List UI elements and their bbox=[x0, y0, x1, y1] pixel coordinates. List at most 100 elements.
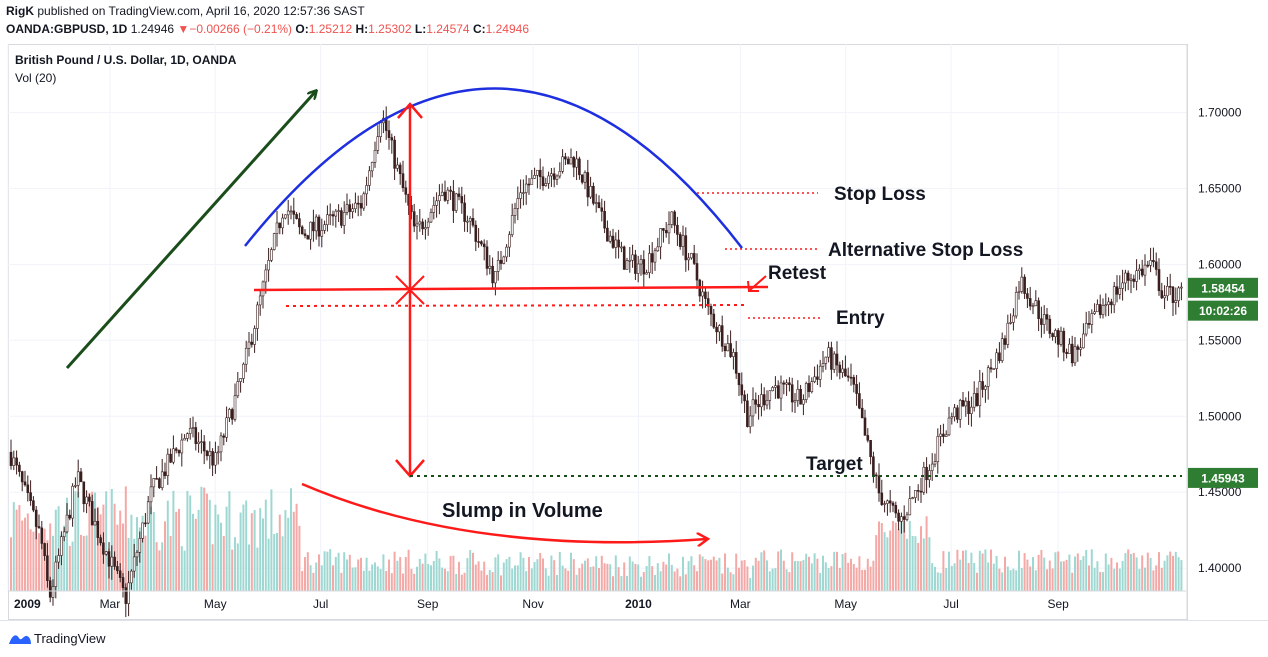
candle-body bbox=[278, 222, 282, 229]
candle-body bbox=[1017, 291, 1021, 293]
candle-body bbox=[1101, 305, 1105, 315]
volume-bar bbox=[866, 558, 869, 591]
volume-bar bbox=[1180, 560, 1183, 591]
candle-body bbox=[90, 501, 94, 526]
publish-info: RigK published on TradingView.com, April… bbox=[6, 4, 365, 18]
y-tick-label: 1.55000 bbox=[1198, 333, 1242, 347]
volume-bar bbox=[253, 510, 256, 591]
volume-bar bbox=[956, 549, 959, 591]
candle-body bbox=[1163, 295, 1166, 299]
volume-bar bbox=[130, 514, 133, 591]
candle-body bbox=[1045, 314, 1049, 320]
candle-body bbox=[746, 400, 749, 428]
candle-body bbox=[20, 471, 24, 483]
volume-bar bbox=[416, 566, 418, 591]
candle-body bbox=[681, 235, 685, 247]
candle-body bbox=[998, 352, 1001, 361]
candle-body bbox=[480, 241, 483, 245]
volume-bar bbox=[598, 568, 600, 591]
volume-bar bbox=[40, 538, 43, 591]
candle-body bbox=[163, 471, 167, 477]
volume-bar bbox=[385, 571, 388, 591]
volume-bar bbox=[376, 566, 379, 591]
volume-bar bbox=[651, 566, 654, 591]
volume-bar bbox=[542, 558, 544, 591]
author-name[interactable]: RigK bbox=[6, 4, 34, 18]
candle-body bbox=[1040, 318, 1043, 325]
volume-bar bbox=[236, 543, 239, 591]
ohlc-legend: OANDA:GBPUSD, 1D 1.24946 ▼−0.00266 (−0.2… bbox=[6, 22, 529, 36]
candle-body bbox=[107, 551, 111, 567]
candle-body bbox=[617, 239, 620, 248]
volume-bar bbox=[374, 562, 376, 591]
candle-body bbox=[667, 224, 671, 234]
candle-body bbox=[359, 203, 363, 209]
candle-body bbox=[760, 394, 763, 408]
retest-label: Retest bbox=[768, 263, 827, 284]
candle-body bbox=[454, 193, 458, 211]
volume-bar bbox=[175, 511, 178, 591]
volume-bar bbox=[410, 568, 413, 591]
candle-body bbox=[684, 235, 688, 261]
volume-bar bbox=[516, 565, 519, 591]
candle-body bbox=[757, 404, 760, 408]
pane-title: British Pound / U.S. Dollar, 1D, OANDA bbox=[15, 53, 237, 67]
volume-bar bbox=[222, 535, 225, 591]
volume-bar bbox=[788, 572, 791, 591]
volume-bar bbox=[360, 557, 362, 591]
volume-bar bbox=[169, 536, 172, 591]
candle-body bbox=[368, 170, 371, 186]
volume-bar bbox=[368, 570, 371, 591]
volume-bar bbox=[152, 511, 155, 591]
volume-bar bbox=[1088, 565, 1090, 591]
volume-bar bbox=[802, 560, 805, 591]
volume-bar bbox=[869, 566, 872, 591]
volume-bar bbox=[38, 533, 40, 591]
volume-bar bbox=[192, 513, 194, 591]
candle-body bbox=[835, 353, 839, 366]
volume-bar bbox=[365, 557, 368, 591]
volume-bar bbox=[766, 560, 768, 591]
candle-body bbox=[740, 384, 744, 396]
candle-body bbox=[99, 537, 102, 544]
candle-body bbox=[608, 235, 612, 242]
volume-bar bbox=[1110, 557, 1113, 591]
candle-body bbox=[1166, 285, 1169, 297]
annotations: Stop Loss Alternative Stop Loss Retest E… bbox=[65, 87, 1182, 542]
volume-bar bbox=[595, 556, 598, 591]
candle-body bbox=[180, 439, 184, 454]
candle-body bbox=[387, 130, 391, 138]
volume-bar bbox=[805, 553, 808, 591]
candle-body bbox=[488, 265, 492, 269]
candle-body bbox=[9, 451, 13, 466]
volume-bar bbox=[581, 563, 584, 591]
candle-body bbox=[242, 363, 245, 379]
volume-bar bbox=[474, 564, 477, 591]
candle-body bbox=[1149, 260, 1152, 266]
candle-body bbox=[821, 363, 825, 367]
volume-bar bbox=[1160, 567, 1163, 591]
candle-body bbox=[1054, 330, 1057, 337]
candle-body bbox=[645, 272, 648, 275]
candle-body bbox=[600, 207, 604, 212]
x-tick-label: May bbox=[834, 597, 857, 611]
candle-body bbox=[1126, 272, 1130, 281]
volume-indicator-label[interactable]: Vol (20) bbox=[15, 71, 57, 85]
candle-body bbox=[1132, 278, 1136, 282]
candle-body bbox=[678, 234, 682, 247]
volume-bar bbox=[113, 503, 116, 591]
volume-bar bbox=[362, 570, 365, 591]
candle-body bbox=[631, 254, 634, 261]
footer-brand[interactable]: TradingView bbox=[34, 631, 106, 646]
candle-body bbox=[522, 192, 525, 194]
candle-body bbox=[914, 490, 917, 498]
candle-body bbox=[804, 383, 808, 400]
volume-bar bbox=[690, 556, 693, 591]
volume-bar bbox=[505, 559, 508, 591]
candle-body bbox=[860, 407, 864, 419]
volume-bar bbox=[903, 520, 906, 591]
volume-bar bbox=[654, 574, 656, 591]
price-chart[interactable]: 2009 Mar May Jul Sep Nov 2010 Mar May Jul Sep 1.40… bbox=[0, 0, 1268, 620]
candle-body bbox=[611, 235, 615, 248]
volume-bar bbox=[463, 572, 466, 591]
